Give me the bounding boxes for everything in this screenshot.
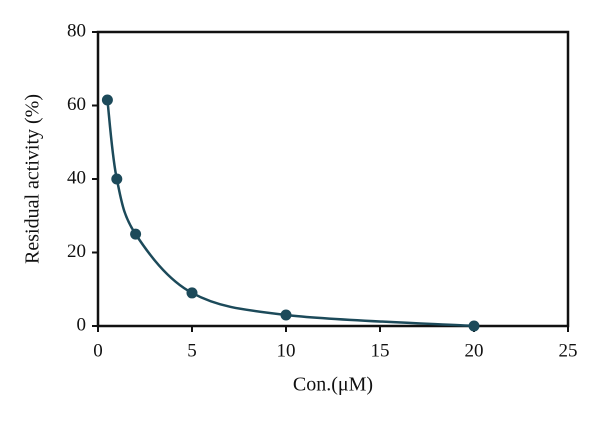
data-point xyxy=(468,320,480,332)
y-tick-label: 80 xyxy=(67,20,86,41)
x-tick-label: 5 xyxy=(187,340,197,361)
x-axis-label: Con.(μM) xyxy=(293,374,373,396)
x-tick-label: 10 xyxy=(277,340,296,361)
data-point xyxy=(130,228,142,240)
plot-frame xyxy=(96,30,570,328)
x-tick-label: 25 xyxy=(559,340,578,361)
data-point xyxy=(280,309,292,321)
fit-curve xyxy=(106,99,475,328)
x-tick-label: 20 xyxy=(465,340,484,361)
y-tick-label: 0 xyxy=(77,314,87,335)
data-point xyxy=(186,287,198,299)
y-axis-label: Residual activity (%) xyxy=(22,94,44,264)
y-tick-label: 60 xyxy=(67,94,86,115)
x-tick-label: 15 xyxy=(371,340,390,361)
y-tick-label: 40 xyxy=(67,167,86,188)
data-point xyxy=(111,173,123,185)
x-tick-label: 0 xyxy=(93,340,103,361)
y-tick-label: 20 xyxy=(67,241,86,262)
data-point xyxy=(101,94,113,106)
